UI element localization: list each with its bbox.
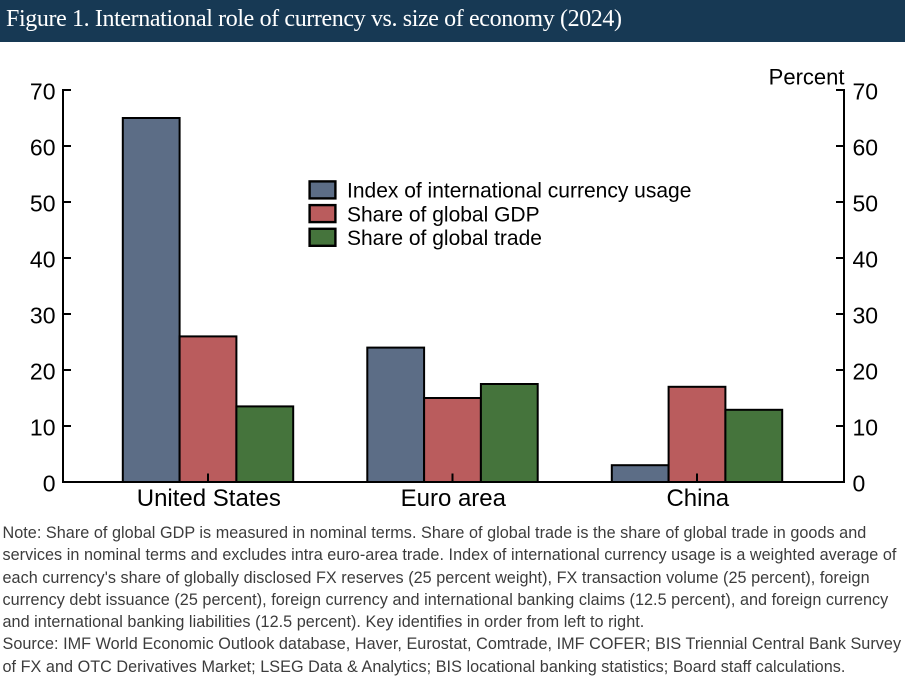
- svg-text:60: 60: [30, 135, 56, 161]
- svg-text:40: 40: [30, 247, 56, 273]
- svg-text:60: 60: [853, 135, 879, 161]
- svg-text:30: 30: [853, 303, 879, 329]
- svg-text:Euro area: Euro area: [401, 485, 507, 512]
- svg-text:20: 20: [30, 359, 56, 385]
- svg-text:50: 50: [853, 191, 879, 217]
- svg-text:20: 20: [853, 359, 879, 385]
- svg-text:40: 40: [853, 247, 879, 273]
- svg-text:Index of international currenc: Index of international currency usage: [347, 180, 691, 203]
- svg-text:Percent: Percent: [769, 64, 845, 89]
- svg-text:China: China: [666, 485, 729, 512]
- svg-text:10: 10: [853, 415, 879, 441]
- svg-text:0: 0: [853, 471, 866, 497]
- svg-text:0: 0: [43, 471, 56, 497]
- svg-text:Share of global trade: Share of global trade: [347, 227, 542, 250]
- svg-text:10: 10: [30, 415, 56, 441]
- svg-text:50: 50: [30, 191, 56, 217]
- svg-text:70: 70: [30, 79, 56, 105]
- svg-text:70: 70: [853, 79, 879, 105]
- svg-text:United States: United States: [137, 485, 281, 512]
- svg-text:Share of global GDP: Share of global GDP: [347, 204, 540, 227]
- svg-text:30: 30: [30, 303, 56, 329]
